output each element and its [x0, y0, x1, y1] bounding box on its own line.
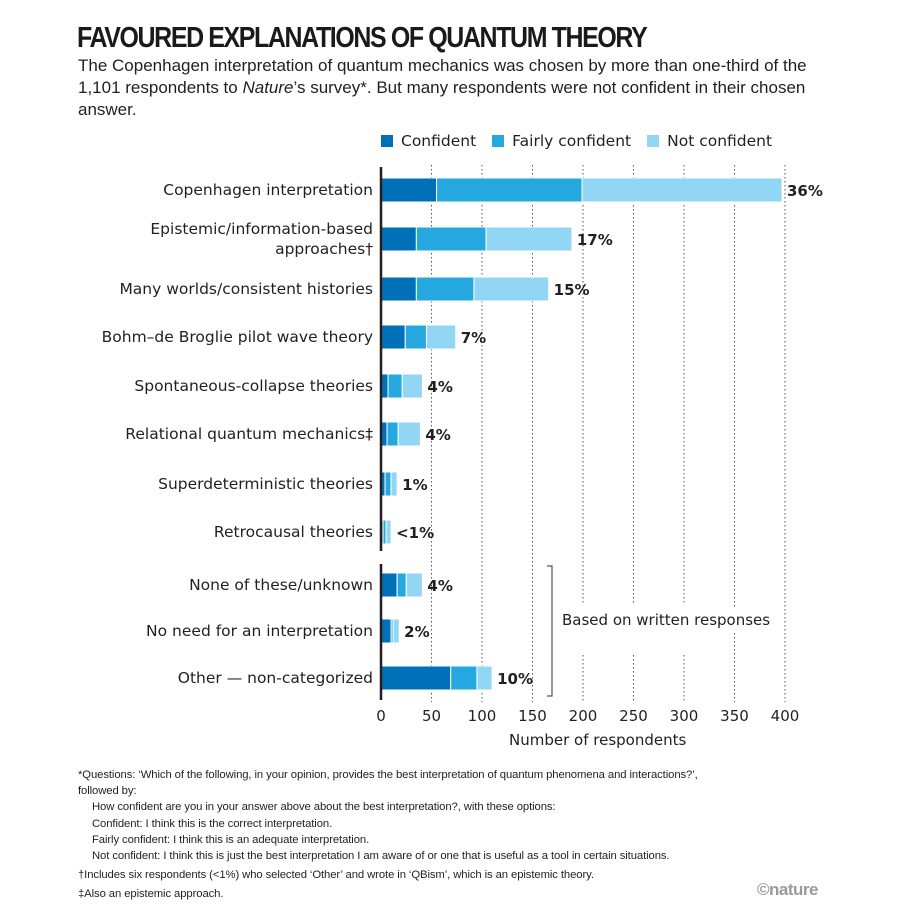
- legend-label-fairly-confident: Fairly confident: [512, 132, 632, 150]
- bar-fairly-confident: [387, 373, 403, 399]
- footnote-confidence-question: How confident are you in your answer abo…: [92, 801, 556, 814]
- chart-subtitle: The Copenhagen interpretation of quantum…: [78, 55, 818, 121]
- subtitle-text-1: The Copenhagen interpretation of quantum…: [78, 56, 807, 97]
- bar-fairly-confident: [415, 276, 475, 302]
- category-label: Epistemic/information-based: [150, 220, 373, 238]
- subtitle-italic: Nature: [242, 78, 294, 97]
- percent-label: 4%: [425, 426, 450, 444]
- bar-not-confident: [390, 471, 398, 497]
- percent-label: 4%: [427, 378, 452, 396]
- percent-label: 4%: [427, 577, 452, 595]
- bar-not-confident: [581, 177, 783, 203]
- bar-fairly-confident: [386, 421, 399, 447]
- bar-not-confident: [405, 572, 423, 598]
- legend-item-fairly-confident: Fairly confident: [492, 132, 631, 150]
- bar-fairly-confident: [415, 226, 487, 252]
- bar-not-confident: [473, 276, 550, 302]
- percent-label: 10%: [497, 670, 533, 688]
- chart-title: FAVOURED EXPLANATIONS OF QUANTUM THEORY: [77, 22, 648, 54]
- bar-confident: [380, 618, 392, 644]
- x-tick-label: 0: [376, 707, 386, 725]
- bar-not-confident: [401, 373, 423, 399]
- footnote-question: *Questions: ‘Which of the following, in …: [78, 769, 698, 781]
- footnote-option-not: Not confident: I think this is just the …: [92, 850, 670, 863]
- x-tick-label: 150: [518, 707, 547, 725]
- percent-label: 1%: [402, 476, 427, 494]
- nature-credit: ©nature: [757, 880, 818, 899]
- x-tick-label: 300: [670, 707, 699, 725]
- bar-not-confident: [485, 226, 573, 252]
- percent-label: <1%: [396, 524, 434, 542]
- written-responses-note: Based on written responses: [560, 609, 773, 631]
- bar-not-confident: [476, 665, 493, 691]
- legend-label-not-confident: Not confident: [667, 132, 773, 150]
- subtitle-text-2: ’s survey*. But many respondents were no…: [78, 78, 806, 119]
- category-label: Bohm–de Broglie pilot wave theory: [102, 328, 373, 346]
- category-label: Many worlds/consistent histories: [119, 280, 373, 298]
- bar-not-confident: [397, 421, 421, 447]
- footnote-option-fairly: Fairly confident: I think this is an ade…: [92, 833, 370, 846]
- category-label: Relational quantum mechanics‡: [125, 425, 373, 443]
- footnote-dagger: †Includes six respondents (<1%) who sele…: [78, 869, 594, 882]
- legend-swatch-fairly-confident: [492, 135, 505, 147]
- x-tick-label: 100: [468, 707, 497, 725]
- percent-label: 36%: [787, 182, 823, 200]
- legend-swatch-confident: [381, 135, 393, 147]
- x-tick-label: 400: [771, 707, 800, 725]
- category-label: No need for an interpretation: [146, 622, 373, 640]
- legend-item-confident: Confident: [381, 132, 476, 150]
- category-label: Copenhagen interpretation: [163, 181, 373, 199]
- x-tick-label: 250: [619, 707, 648, 725]
- written-responses-bracket: [547, 565, 553, 697]
- bar-confident: [380, 177, 438, 203]
- percent-label: 15%: [554, 281, 590, 299]
- legend-swatch-not-confident: [647, 135, 660, 147]
- bar-confident: [380, 324, 406, 350]
- bar-fairly-confident: [384, 471, 392, 497]
- category-label: Other — non-categorized: [178, 669, 373, 687]
- bar-fairly-confident: [396, 572, 407, 598]
- category-label: Superdeterministic theories: [158, 475, 373, 493]
- x-tick-label: 350: [720, 707, 749, 725]
- bar-confident: [380, 276, 417, 302]
- bar-confident: [380, 572, 398, 598]
- bar-confident: [380, 226, 417, 252]
- legend-label-confident: Confident: [401, 132, 477, 150]
- percent-label: 17%: [577, 231, 613, 249]
- category-label: Retrocausal theories: [214, 523, 373, 541]
- footnote-followed-by: followed by:: [78, 785, 137, 798]
- percent-label: 7%: [461, 329, 486, 347]
- x-axis-label: Number of respondents: [509, 731, 687, 749]
- footnote-option-confident: Confident: I think this is the correct i…: [92, 817, 333, 830]
- percent-label: 2%: [404, 623, 429, 641]
- x-tick-label: 200: [569, 707, 598, 725]
- bar-not-confident: [392, 618, 400, 644]
- category-label: approaches†: [275, 240, 373, 258]
- legend: Confident Fairly confident Not confident: [381, 132, 772, 150]
- x-tick-label: 50: [422, 707, 441, 725]
- bar-not-confident: [385, 519, 392, 545]
- bar-fairly-confident: [436, 177, 583, 203]
- bar-fairly-confident: [450, 665, 478, 691]
- bar-fairly-confident: [404, 324, 427, 350]
- bar-not-confident: [425, 324, 457, 350]
- category-label: Spontaneous-collapse theories: [134, 377, 373, 395]
- bar-confident: [380, 665, 452, 691]
- category-label: None of these/unknown: [189, 576, 373, 594]
- footnotes: *Questions: ‘Which of the following, in …: [78, 767, 838, 903]
- legend-item-not-confident: Not confident: [647, 132, 772, 150]
- footnote-double-dagger: ‡Also an epistemic approach.: [78, 888, 224, 901]
